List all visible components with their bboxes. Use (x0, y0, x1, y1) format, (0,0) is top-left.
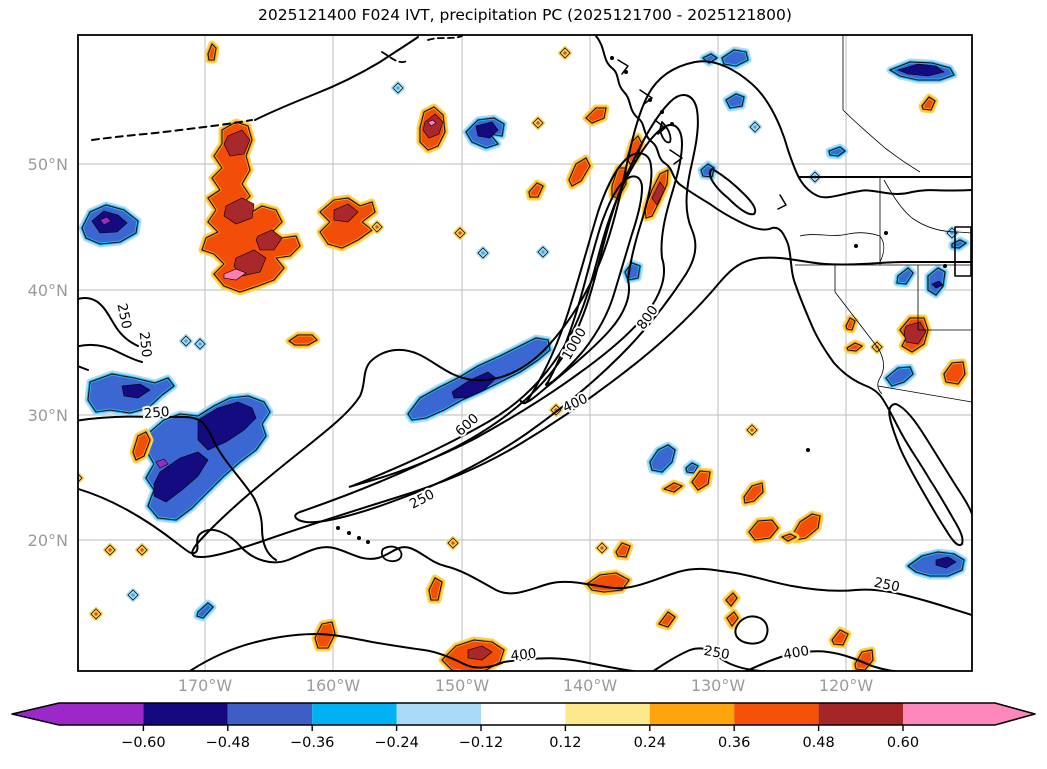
svg-text:170°W: 170°W (178, 676, 233, 695)
svg-text:0.12: 0.12 (549, 735, 581, 751)
svg-text:800: 800 (634, 303, 662, 333)
svg-text:400: 400 (560, 391, 590, 416)
svg-text:250: 250 (143, 404, 170, 422)
svg-text:400: 400 (782, 643, 810, 663)
svg-text:0.24: 0.24 (634, 735, 666, 751)
plot-border (77, 34, 973, 672)
svg-text:−0.60: −0.60 (121, 735, 165, 751)
svg-text:130°W: 130°W (691, 676, 746, 695)
svg-text:0.48: 0.48 (802, 735, 834, 751)
svg-text:0.60: 0.60 (887, 735, 919, 751)
svg-text:50°N: 50°N (28, 155, 68, 174)
svg-text:40°N: 40°N (28, 281, 68, 300)
svg-text:30°N: 30°N (28, 406, 68, 425)
svg-text:400: 400 (510, 646, 537, 665)
svg-text:−0.48: −0.48 (206, 735, 250, 751)
svg-text:−0.36: −0.36 (290, 735, 334, 751)
svg-text:−0.12: −0.12 (459, 735, 503, 751)
svg-text:0.36: 0.36 (718, 735, 750, 751)
svg-text:120°W: 120°W (819, 676, 874, 695)
figure-title: 2025121400 F024 IVT, precipitation PC (2… (258, 6, 792, 24)
svg-text:20°N: 20°N (28, 531, 68, 550)
state-borders (795, 35, 972, 403)
svg-text:−0.24: −0.24 (374, 735, 418, 751)
anomaly-patches (78, 40, 970, 671)
ivt-contours (78, 60, 972, 671)
axis-tick-labels: 170°W 160°W 150°W 140°W 130°W 120°W 50°N 40°N 30… (28, 155, 874, 695)
coastlines (91, 35, 972, 563)
svg-text:250: 250 (703, 643, 731, 663)
colorbar: −0.60 −0.48 −0.36 −0.24 −0.12 0.12 0.24 0.36 0.4… (11, 702, 1036, 751)
svg-text:160°W: 160°W (306, 676, 361, 695)
svg-text:250: 250 (136, 331, 155, 358)
svg-text:150°W: 150°W (435, 676, 490, 695)
svg-text:1000: 1000 (559, 325, 590, 363)
svg-text:140°W: 140°W (563, 676, 618, 695)
svg-text:250: 250 (407, 486, 437, 512)
svg-text:250: 250 (873, 575, 902, 596)
